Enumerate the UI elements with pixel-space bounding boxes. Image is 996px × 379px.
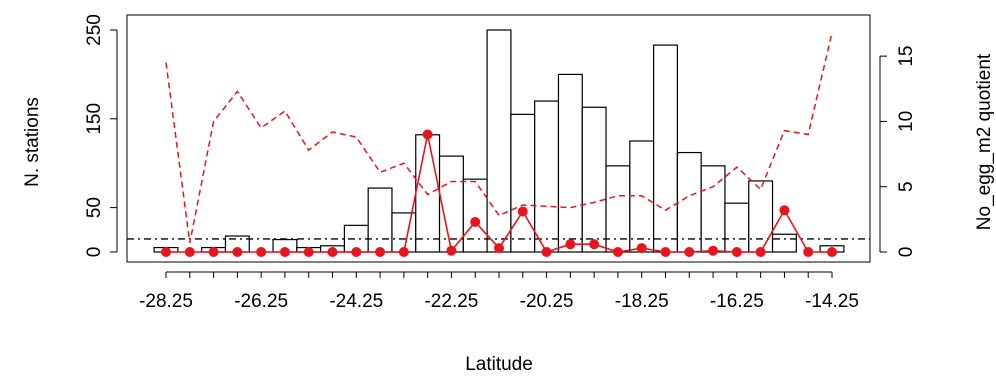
histogram-bar bbox=[748, 180, 774, 253]
data-point bbox=[494, 243, 504, 254]
data-point bbox=[303, 247, 314, 257]
data-point bbox=[565, 239, 576, 250]
axes-group: 0 50 150 250 0 5 10 15 -28.25 -26.25 -24.25 -22.25 -… bbox=[84, 14, 917, 312]
data-point bbox=[184, 247, 195, 257]
x-tick-label: -18.25 bbox=[615, 291, 669, 312]
y2-tick-label: 15 bbox=[896, 46, 917, 67]
points-group bbox=[161, 129, 837, 257]
histogram-bar bbox=[724, 202, 750, 253]
histogram-bar bbox=[486, 29, 512, 253]
data-point bbox=[589, 239, 600, 250]
histogram-bar bbox=[391, 212, 417, 253]
data-point bbox=[470, 216, 481, 227]
y-axis-title: N. stations bbox=[22, 97, 43, 187]
data-point bbox=[517, 206, 528, 217]
data-point bbox=[636, 243, 647, 254]
data-point bbox=[208, 247, 219, 257]
histogram-bar bbox=[581, 106, 607, 253]
y-tick-label: 150 bbox=[84, 103, 105, 135]
data-point bbox=[541, 247, 552, 257]
x-tick-label: -24.25 bbox=[329, 291, 383, 312]
data-point bbox=[755, 247, 766, 257]
data-point bbox=[256, 247, 267, 257]
histogram-bar bbox=[367, 187, 393, 253]
data-point bbox=[232, 247, 243, 257]
y-tick-label: 0 bbox=[84, 247, 105, 258]
histogram-bar bbox=[700, 165, 726, 253]
x-tick-label: -20.25 bbox=[520, 291, 574, 312]
data-point bbox=[803, 247, 814, 257]
y-tick-label: 250 bbox=[84, 14, 105, 46]
data-point bbox=[446, 245, 457, 256]
data-point bbox=[660, 247, 671, 257]
data-point bbox=[398, 247, 409, 257]
histogram-bar bbox=[557, 73, 583, 253]
data-point bbox=[422, 129, 433, 140]
x-tick-label: -16.25 bbox=[710, 291, 764, 312]
y2-tick-label: 0 bbox=[896, 247, 917, 258]
histogram-bar bbox=[438, 155, 464, 253]
data-point bbox=[612, 247, 623, 257]
data-point bbox=[779, 205, 790, 216]
x-tick-label: -28.25 bbox=[139, 291, 193, 312]
data-point bbox=[827, 247, 837, 257]
data-point bbox=[161, 247, 171, 257]
histogram-bar bbox=[462, 178, 488, 253]
plot-frame bbox=[126, 14, 871, 263]
data-point bbox=[731, 247, 742, 257]
x-axis-title: Latitude bbox=[465, 354, 533, 375]
histogram-bar bbox=[676, 151, 702, 253]
bars-group bbox=[153, 29, 845, 253]
y-tick-label: 50 bbox=[84, 197, 105, 218]
y2-axis-title: No_egg_m2 quotient bbox=[974, 53, 995, 230]
histogram-bar bbox=[534, 100, 560, 253]
data-point bbox=[375, 247, 386, 257]
data-point bbox=[327, 247, 338, 257]
histogram-bar bbox=[510, 113, 536, 253]
y2-tick-label: 10 bbox=[896, 111, 917, 132]
data-point bbox=[279, 247, 290, 257]
data-point bbox=[684, 247, 695, 257]
data-point bbox=[351, 247, 362, 257]
histogram-bar bbox=[771, 233, 797, 253]
x-tick-label: -14.25 bbox=[805, 291, 859, 312]
histogram-bar bbox=[653, 44, 678, 253]
dashed-series-line bbox=[165, 32, 833, 244]
x-tick-label: -26.25 bbox=[234, 291, 288, 312]
y2-tick-label: 5 bbox=[896, 181, 917, 192]
x-tick-label: -22.25 bbox=[424, 291, 478, 312]
data-point bbox=[708, 245, 719, 256]
